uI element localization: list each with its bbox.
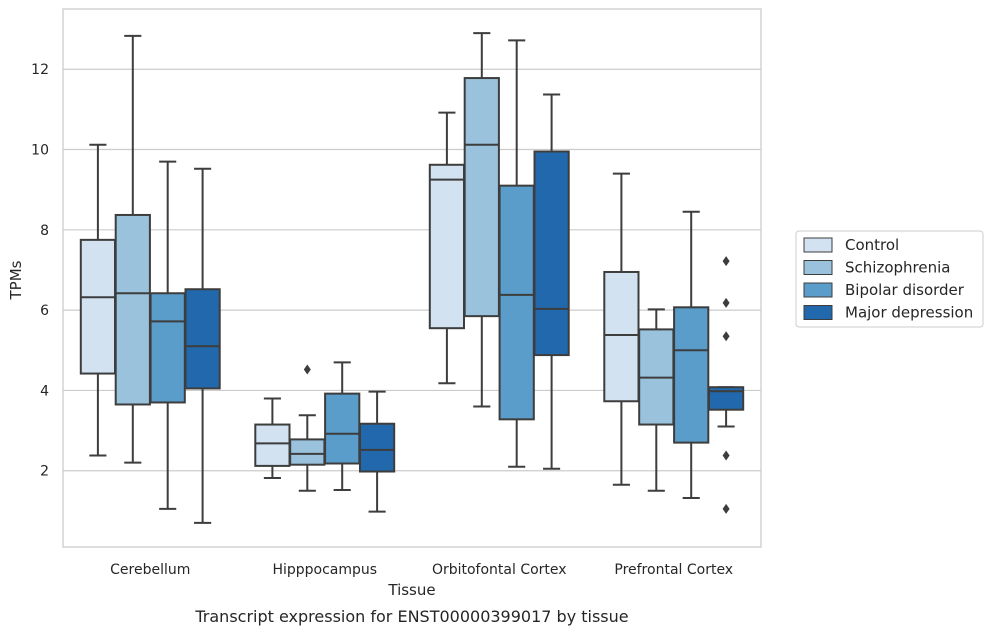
- x-tick-label: Prefrontal Cortex: [614, 562, 733, 578]
- box-control: [603, 172, 640, 486]
- box-bipolar-disorder: [324, 361, 361, 491]
- x-axis-title: Tissue: [387, 581, 435, 599]
- y-tick-label: 10: [31, 143, 49, 159]
- box-schizophrenia: [114, 34, 151, 464]
- box-bipolar-disorder: [673, 210, 710, 500]
- box-body: [498, 184, 535, 421]
- y-axis-title: TPMs: [7, 260, 25, 300]
- box-body: [184, 288, 221, 390]
- legend-label: Schizophrenia: [845, 259, 950, 277]
- y-tick-label: 6: [40, 303, 49, 319]
- x-tick-label: Hipppocampus: [272, 562, 377, 578]
- legend: Control Schizophrenia Bipolar disorder Majo…: [795, 230, 984, 328]
- box-major-depression: [707, 256, 745, 514]
- legend-swatch: [803, 237, 833, 253]
- box-body: [324, 392, 361, 465]
- box-control: [428, 111, 466, 385]
- box-schizophrenia: [289, 364, 326, 492]
- legend-label: Major depression: [845, 304, 973, 322]
- box-schizophrenia: [638, 308, 675, 492]
- box-major-depression: [184, 167, 221, 524]
- legend-swatch: [803, 282, 833, 298]
- chart-caption: Transcript expression for ENST0000039901…: [194, 607, 628, 626]
- boxes: [79, 32, 745, 524]
- box-body: [603, 270, 640, 403]
- plot-frame: [62, 8, 762, 548]
- legend-label: Control: [845, 236, 899, 254]
- box-body: [254, 423, 291, 467]
- box-body: [114, 213, 151, 406]
- box-body: [463, 77, 500, 318]
- box-major-depression: [533, 93, 570, 470]
- outlier-point: [722, 450, 730, 461]
- outlier-point: [722, 297, 730, 308]
- x-tick-labels: Cerebellum Hipppocampus Orbitofontal Corte…: [110, 562, 733, 578]
- box-control: [254, 397, 291, 479]
- outlier-point: [722, 503, 730, 514]
- x-tick-label: Cerebellum: [110, 562, 190, 578]
- box-bipolar-disorder: [149, 160, 186, 510]
- box-body: [673, 306, 710, 444]
- legend-label: Bipolar disorder: [845, 281, 965, 299]
- x-tick-label: Orbitofontal Cortex: [432, 562, 567, 578]
- box-body: [79, 238, 117, 375]
- y-tick-labels: 2 4 6 8 10 12: [31, 62, 49, 479]
- legend-swatch: [803, 260, 833, 275]
- box-body: [149, 292, 186, 404]
- y-tick-label: 2: [40, 464, 49, 480]
- legend-swatch: [803, 305, 833, 320]
- y-tick-label: 4: [40, 383, 49, 399]
- box-body: [707, 386, 745, 411]
- box-body: [428, 163, 466, 330]
- y-tick-label: 8: [40, 223, 49, 239]
- outlier-point: [303, 364, 311, 375]
- box-body: [533, 150, 570, 357]
- legend-frame: [795, 230, 984, 328]
- box-bipolar-disorder: [498, 39, 535, 468]
- box-schizophrenia: [463, 32, 500, 408]
- box-major-depression: [358, 390, 396, 513]
- box-body: [358, 422, 396, 473]
- outlier-point: [722, 331, 730, 342]
- outlier-point: [722, 256, 730, 267]
- y-tick-label: 12: [31, 62, 49, 78]
- box-control: [79, 143, 117, 457]
- box-body: [289, 438, 326, 466]
